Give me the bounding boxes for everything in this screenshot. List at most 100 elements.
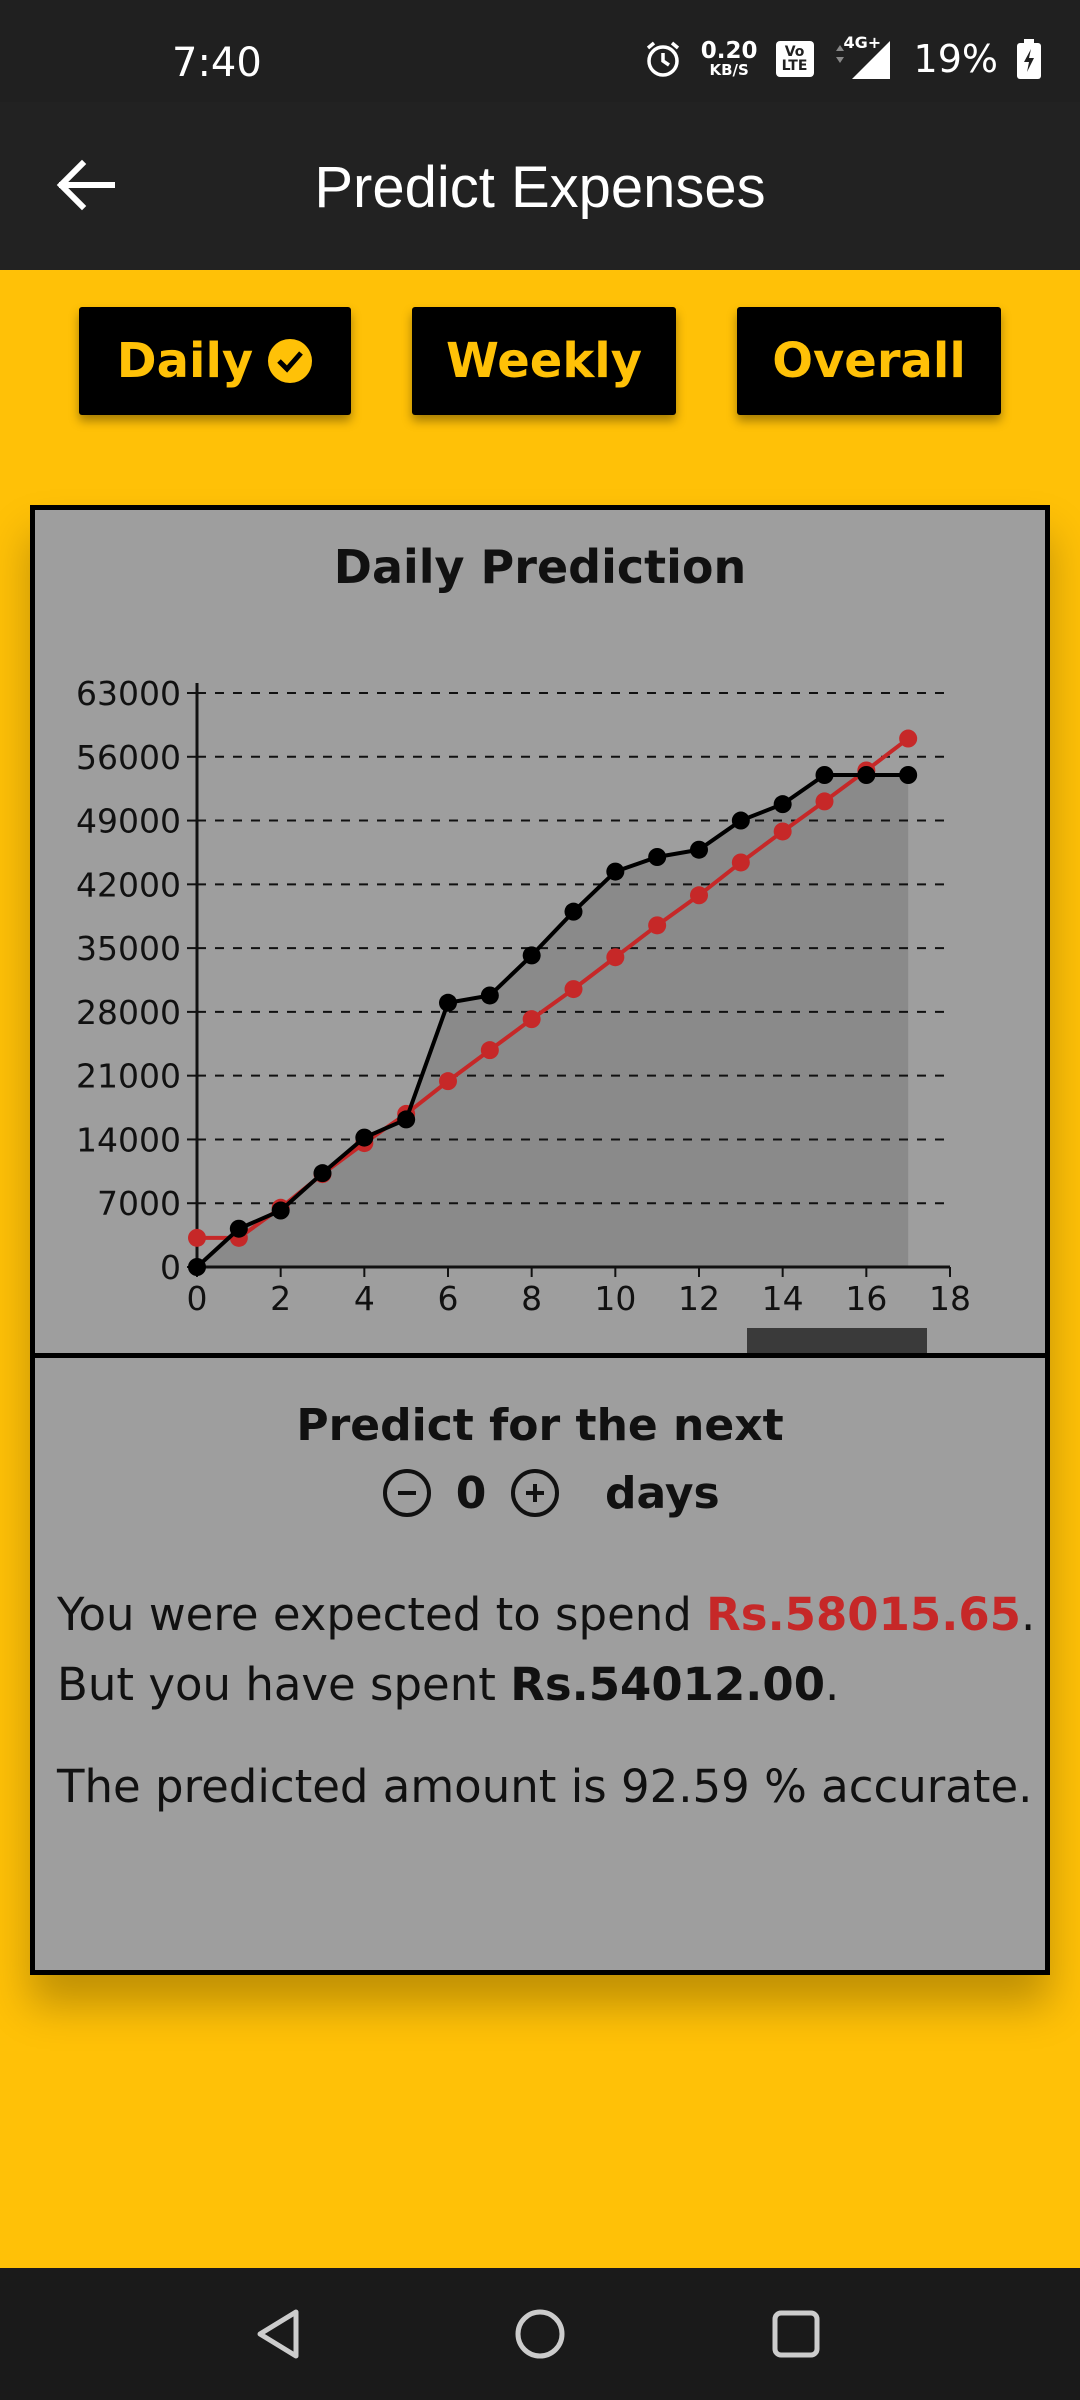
data-point [648, 848, 667, 866]
expected-suffix: . [1020, 1588, 1036, 1641]
period-tabs: Daily Weekly Overall [0, 307, 1080, 415]
volte-top: Vo [784, 44, 805, 60]
data-point [564, 902, 583, 921]
data-point [522, 1010, 541, 1029]
tab-overall[interactable]: Overall [737, 307, 1001, 415]
x-tick-label: 18 [929, 1279, 971, 1318]
decrement-button[interactable] [383, 1469, 431, 1517]
x-tick-label: 8 [521, 1279, 542, 1318]
y-tick-label: 21000 [76, 1057, 181, 1096]
section-divider [35, 1353, 1045, 1358]
tab-daily[interactable]: Daily [79, 307, 351, 415]
x-tick-label: 0 [187, 1279, 208, 1318]
net-speed-unit: KB/S [709, 61, 749, 79]
data-point [229, 1219, 248, 1238]
data-point [815, 766, 834, 784]
network-type: 4G+ [843, 33, 882, 52]
system-nav-bar [0, 2268, 1080, 2400]
volte-bottom: LTE [781, 58, 808, 74]
data-point [439, 993, 457, 1012]
data-point [731, 853, 750, 872]
data-point [648, 916, 667, 935]
data-point [355, 1128, 374, 1147]
spent-suffix: . [825, 1658, 840, 1711]
expected-line: You were expected to spend Rs.58015.65. [57, 1580, 1037, 1650]
prediction-card: 0 7000 14000 21000 28000 35000 42000 49000 56000… [30, 505, 1050, 1975]
net-speed: 0.20 KB/S [701, 40, 758, 78]
y-tick-label: 28000 [76, 993, 181, 1032]
spent-amount: Rs.54012.00 [510, 1658, 826, 1711]
app-bar: Predict Expenses [0, 102, 1080, 270]
circle-home-icon[interactable] [510, 2304, 570, 2364]
data-point [899, 766, 918, 784]
y-tick-label: 0 [160, 1248, 181, 1287]
tab-daily-label: Daily [116, 333, 254, 389]
status-icons: 0.20 KB/S Vo LTE 4G+ 19% [643, 33, 1042, 84]
data-point [606, 948, 625, 967]
data-point [480, 1041, 499, 1060]
plus-circle-icon [526, 1484, 544, 1502]
x-tick-label: 14 [762, 1279, 804, 1318]
data-point [815, 792, 834, 811]
battery-charging-icon [1017, 39, 1041, 79]
x-tick-label: 2 [270, 1279, 291, 1318]
data-point [857, 766, 876, 784]
tab-overall-label: Overall [772, 333, 966, 389]
data-point [522, 946, 541, 965]
accuracy-text: The predicted amount is 92.59 % accurate… [57, 1760, 1033, 1813]
data-point [773, 795, 792, 814]
page-title: Predict Expenses [314, 155, 766, 220]
tab-weekly-label: Weekly [445, 333, 642, 389]
result-text: You were expected to spend Rs.58015.65. … [57, 1580, 1037, 1720]
x-tick-label: 12 [678, 1279, 720, 1318]
alarm-icon [646, 41, 679, 77]
expected-prefix: You were expected to spend [57, 1588, 707, 1641]
volte-icon: Vo LTE [775, 41, 814, 77]
data-point [690, 886, 708, 905]
chart-area: 0 7000 14000 21000 28000 35000 42000 49000 56000… [35, 510, 1045, 1353]
data-point [188, 1258, 206, 1276]
chart-title: Daily Prediction [333, 540, 747, 594]
predict-label: Predict for the next [296, 1400, 784, 1451]
days-stepper: 0 days [383, 1458, 720, 1528]
data-point [564, 980, 583, 999]
square-recents-icon[interactable] [766, 2304, 826, 2364]
check-circle-icon [268, 339, 313, 383]
data-point [188, 1228, 206, 1247]
y-tick-label: 35000 [76, 929, 181, 968]
x-tick-label: 10 [594, 1279, 636, 1318]
days-label: days [605, 1467, 720, 1519]
data-point [773, 822, 792, 841]
battery-percent: 19% [913, 37, 998, 81]
x-tick-label: 6 [438, 1279, 459, 1318]
status-bar: 7:40 0.20 KB/S Vo LTE 4G+ 19% [0, 0, 1080, 102]
y-tick-label: 56000 [76, 738, 181, 777]
x-tick-label: 16 [845, 1279, 887, 1318]
expected-amount: Rs.58015.65 [706, 1588, 1021, 1641]
data-point [397, 1110, 416, 1129]
y-tick-label: 7000 [97, 1184, 181, 1223]
signal-icon: 4G+ [832, 33, 896, 81]
arrow-left-icon[interactable] [52, 152, 118, 218]
daily-prediction-chart: 0 7000 14000 21000 28000 35000 42000 49000 56000… [76, 674, 971, 1318]
spent-line: But you have spent Rs.54012.00. [57, 1650, 1037, 1720]
data-point [313, 1164, 332, 1183]
data-point [731, 811, 750, 830]
y-tick-label: 14000 [76, 1120, 181, 1159]
days-value: 0 [455, 1467, 487, 1519]
triangle-back-icon[interactable] [250, 2304, 310, 2364]
y-tick-label: 63000 [76, 674, 181, 713]
y-tick-label: 49000 [76, 802, 181, 841]
net-speed-value: 0.20 [700, 38, 758, 64]
increment-button[interactable] [511, 1469, 559, 1517]
minus-circle-icon [398, 1491, 416, 1495]
data-point [606, 862, 625, 881]
chart-scrollbar[interactable] [747, 1328, 927, 1353]
data-point [271, 1201, 290, 1220]
series-area-1 [197, 775, 909, 1267]
x-tick-label: 4 [354, 1279, 375, 1318]
tab-weekly[interactable]: Weekly [412, 307, 676, 415]
y-tick-label: 42000 [76, 865, 181, 904]
spent-prefix: But you have spent [57, 1658, 511, 1711]
data-point [899, 729, 918, 748]
